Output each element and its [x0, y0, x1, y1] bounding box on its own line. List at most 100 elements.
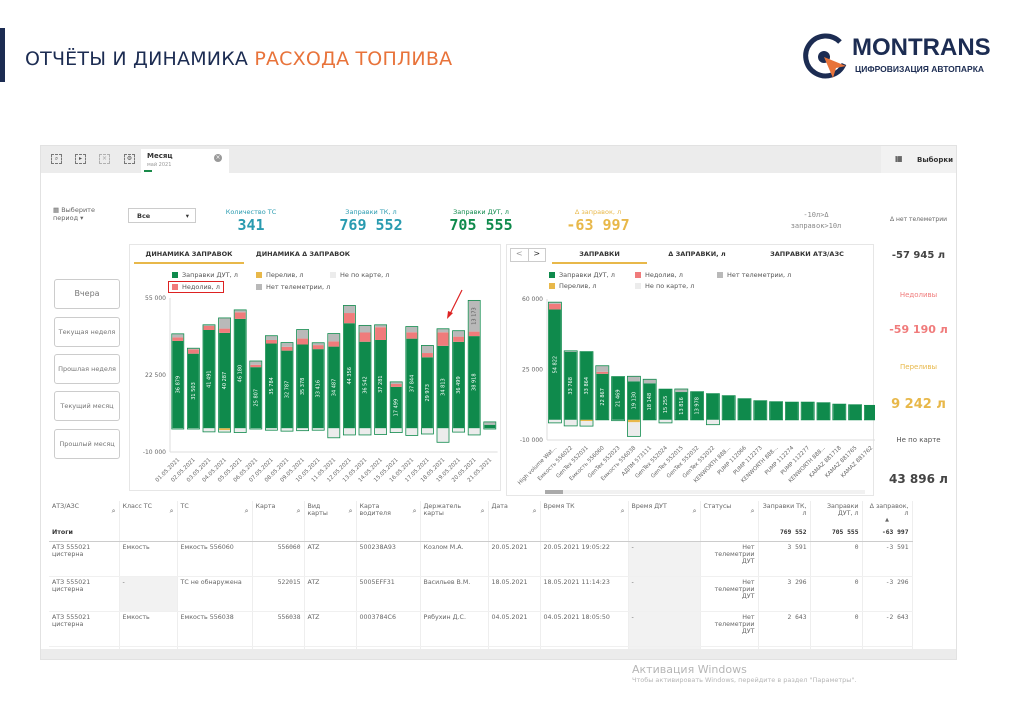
bar-ne-po-karte[interactable] — [343, 428, 355, 435]
bar-dut[interactable] — [833, 404, 846, 420]
bar-ne-po-karte[interactable] — [375, 428, 387, 435]
bar-dut[interactable] — [564, 351, 577, 420]
bar-net-tel[interactable] — [596, 365, 609, 372]
bar-nedoliv[interactable] — [359, 332, 371, 342]
period-button-this-month[interactable]: Текущий месяц — [54, 391, 120, 421]
bar-net-tel[interactable] — [172, 333, 184, 338]
bar-ne-po-karte[interactable] — [265, 428, 277, 431]
bar-dut[interactable] — [580, 351, 593, 420]
bar-dut[interactable] — [250, 367, 262, 429]
bar-dut[interactable] — [596, 373, 609, 420]
bar-ne-po-karte[interactable] — [203, 428, 215, 432]
bar-ne-po-karte[interactable] — [706, 419, 719, 425]
column-header[interactable]: Δ заправок, л ▲ — [862, 501, 913, 527]
bar-nedoliv[interactable] — [453, 336, 465, 342]
bar-net-tel[interactable] — [390, 381, 402, 385]
bar-nedoliv[interactable] — [281, 346, 293, 351]
bar-pereliv[interactable] — [627, 419, 640, 423]
bar-ne-po-karte[interactable] — [564, 419, 577, 426]
bar-nedoliv[interactable] — [421, 353, 433, 358]
bar-dut[interactable] — [849, 404, 862, 420]
bar-dut[interactable] — [468, 336, 480, 429]
bar-ne-po-karte[interactable] — [421, 428, 433, 434]
sort-asc-icon[interactable]: ▲ — [885, 517, 889, 523]
bar-dut[interactable] — [627, 381, 640, 420]
bar-nedoliv[interactable] — [312, 345, 324, 350]
bar-net-tel[interactable] — [328, 333, 340, 342]
bar-nedoliv[interactable] — [596, 371, 609, 374]
bar-ne-po-karte[interactable] — [437, 428, 449, 443]
bar-dut[interactable] — [281, 350, 293, 429]
bar-dut[interactable] — [691, 391, 704, 420]
search-icon[interactable]: ⌕ — [244, 507, 249, 515]
bar-dut[interactable] — [172, 340, 184, 429]
bar-ne-po-karte[interactable] — [312, 428, 324, 431]
smart-search-icon[interactable]: ⌕ — [51, 154, 62, 164]
period-button-last-month[interactable]: Прошлый месяц — [54, 429, 120, 459]
bar-dut[interactable] — [437, 345, 449, 429]
bar-net-tel[interactable] — [453, 330, 465, 337]
bar-ne-po-karte[interactable] — [468, 428, 480, 435]
bar-dut[interactable] — [817, 402, 830, 420]
bar-net-tel[interactable] — [421, 345, 433, 354]
bar-net-tel[interactable] — [406, 326, 418, 333]
search-icon[interactable]: ⌕ — [620, 507, 625, 515]
table-row[interactable]: АТЗ 555021 цистерна Емкость Емкость 556038… — [49, 611, 913, 647]
column-header[interactable]: Заправки ДУТ, л — [810, 501, 863, 527]
bar-dut[interactable] — [406, 338, 418, 429]
selections-button[interactable]: ▦ Выборки — [881, 146, 956, 173]
period-button-yesterday[interactable]: Вчера — [54, 279, 120, 309]
bar-ne-po-karte[interactable] — [328, 428, 340, 438]
column-header[interactable]: Время ДУТ ⌕ — [628, 501, 701, 527]
bar-ne-po-karte[interactable] — [548, 419, 561, 423]
bar-dut[interactable] — [234, 318, 246, 429]
bar-dut[interactable] — [187, 353, 199, 429]
filter-chip-month[interactable]: Месяц май 2021 × — [141, 149, 229, 173]
bar-net-tel[interactable] — [484, 421, 496, 425]
prev-button[interactable]: < — [511, 249, 529, 261]
bar-nedoliv[interactable] — [406, 332, 418, 339]
column-header[interactable]: ТС ⌕ — [177, 501, 253, 527]
period-button-last-week[interactable]: Прошлая неделя — [54, 354, 120, 384]
bar-net-tel[interactable] — [250, 361, 262, 365]
search-icon[interactable]: ⌕ — [480, 507, 485, 515]
column-header[interactable]: Карта водителя ⌕ — [356, 501, 421, 527]
bar-dut[interactable] — [375, 339, 387, 429]
bar-dut[interactable] — [390, 386, 402, 429]
bar-nedoliv[interactable] — [390, 384, 402, 387]
column-header[interactable]: Держатель карты ⌕ — [420, 501, 489, 527]
bar-net-tel[interactable] — [643, 379, 656, 384]
bar-ne-po-karte[interactable] — [406, 428, 418, 436]
bar-nedoliv[interactable] — [468, 331, 480, 337]
column-header[interactable]: Класс ТС ⌕ — [119, 501, 178, 527]
bar-net-tel[interactable] — [359, 325, 371, 333]
bar-net-tel[interactable] — [281, 342, 293, 347]
bar-nedoliv[interactable] — [203, 325, 215, 331]
bar-pereliv[interactable] — [580, 419, 593, 422]
bar-ne-po-karte[interactable] — [390, 428, 402, 433]
tab-refuels-atz[interactable]: ЗАПРАВКИ АТЗ/АЗС — [770, 250, 844, 258]
bar-dut[interactable] — [484, 424, 496, 429]
bar-nedoliv[interactable] — [548, 303, 561, 310]
period-button-this-week[interactable]: Текущая неделя — [54, 317, 120, 347]
bar-net-tel[interactable] — [468, 300, 480, 332]
bar-ne-po-karte[interactable] — [612, 419, 625, 421]
column-header[interactable]: Время ТК ⌕ — [540, 501, 629, 527]
search-icon[interactable]: ⌕ — [412, 507, 417, 515]
bar-net-tel[interactable] — [564, 350, 577, 352]
bar-ne-po-karte[interactable] — [359, 428, 371, 435]
bar-net-tel[interactable] — [312, 342, 324, 346]
selections-tool-icon[interactable]: ▸ — [75, 154, 86, 164]
bar-ne-po-karte[interactable] — [297, 428, 309, 431]
bar-net-tel[interactable] — [675, 389, 688, 393]
bar-ne-po-karte[interactable] — [659, 419, 672, 423]
clear-icon[interactable]: × — [99, 154, 110, 164]
bar-net-tel[interactable] — [297, 329, 309, 339]
bar-nedoliv[interactable] — [375, 327, 387, 340]
search-icon[interactable]: ⌕ — [296, 507, 301, 515]
bar-nedoliv[interactable] — [250, 364, 262, 368]
bar-dut[interactable] — [675, 392, 688, 420]
column-header[interactable]: Статусы ⌕ — [700, 501, 759, 527]
vehicle-select[interactable]: Все ▾ — [128, 208, 196, 223]
bar-net-tel[interactable] — [343, 305, 355, 314]
